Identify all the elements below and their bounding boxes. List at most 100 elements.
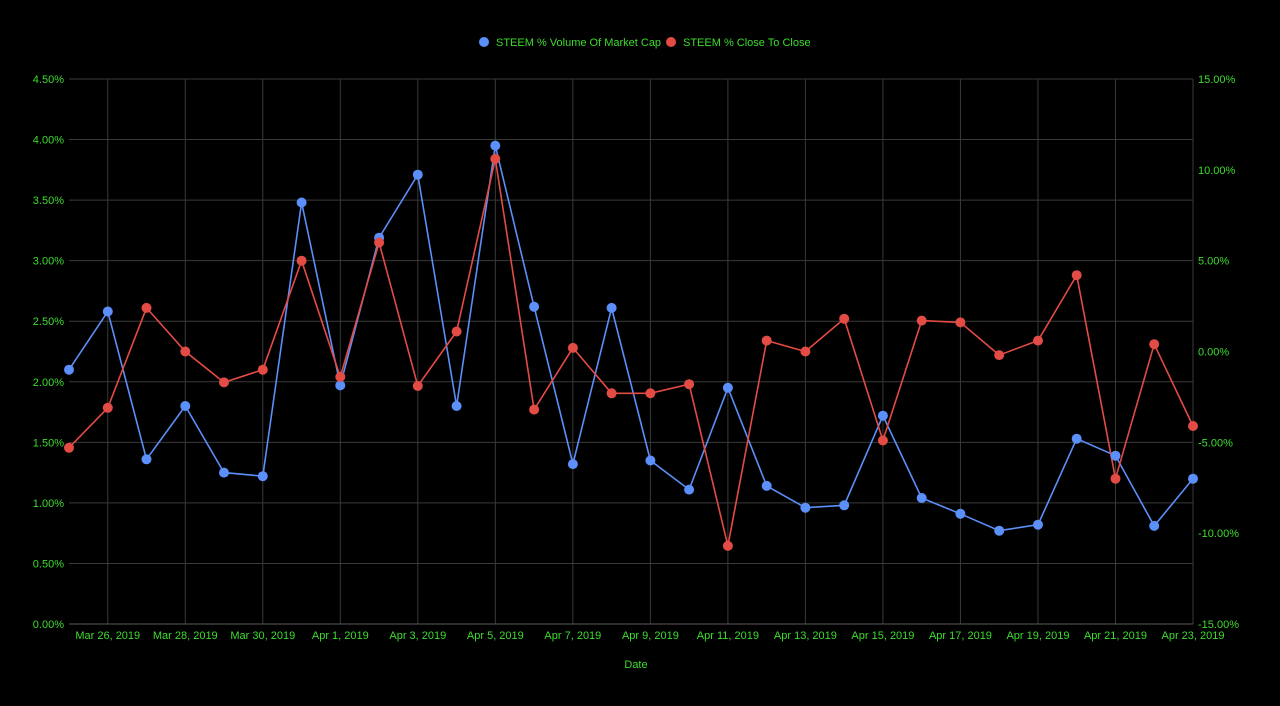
x-axis-title: Date — [624, 659, 647, 671]
data-point-volume[interactable] — [257, 471, 268, 482]
series-lines — [68, 145, 1194, 547]
data-point-close[interactable] — [1071, 270, 1082, 281]
data-point-close[interactable] — [800, 346, 811, 357]
data-point-close[interactable] — [877, 435, 888, 446]
x-tick-label: Apr 19, 2019 — [1006, 630, 1069, 642]
data-point-volume[interactable] — [645, 455, 656, 466]
data-point-volume[interactable] — [722, 382, 733, 393]
y-right-tick-label: -15.00% — [1198, 619, 1239, 631]
legend-label-volume: STEEM % Volume Of Market Cap — [496, 37, 661, 49]
y-right-tick-label: 5.00% — [1198, 256, 1229, 268]
data-point-close[interactable] — [490, 153, 501, 164]
legend-marker-volume — [479, 37, 489, 47]
data-point-volume[interactable] — [180, 401, 191, 411]
data-point-close[interactable] — [1149, 339, 1160, 350]
data-point-close[interactable] — [606, 388, 617, 399]
data-point-close[interactable] — [219, 377, 229, 388]
data-point-close[interactable] — [180, 346, 191, 357]
data-point-volume[interactable] — [412, 169, 423, 180]
data-point-close[interactable] — [994, 350, 1005, 361]
data-point-volume[interactable] — [64, 364, 74, 375]
data-point-volume[interactable] — [296, 197, 307, 208]
y-left-tick-label: 3.00% — [33, 256, 64, 268]
x-tick-label: Mar 28, 2019 — [153, 630, 218, 642]
data-point-close[interactable] — [141, 302, 152, 313]
data-point-volume[interactable] — [219, 467, 229, 478]
data-point-volume[interactable] — [916, 493, 927, 503]
data-point-close[interactable] — [684, 379, 695, 390]
data-point-close[interactable] — [374, 237, 385, 248]
data-point-volume[interactable] — [102, 306, 113, 317]
data-point-volume[interactable] — [451, 401, 462, 411]
y-left-tick-label: 1.00% — [33, 498, 64, 510]
data-point-close[interactable] — [296, 255, 307, 266]
series-points — [64, 140, 1198, 551]
data-point-volume[interactable] — [529, 301, 540, 312]
y-left-tick-label: 2.00% — [33, 377, 64, 389]
grid — [69, 78, 1194, 625]
axes: 0.00% 0.50% 1.00% 1.50% 2.00% 2.50% 3.00% 3.50%… — [33, 74, 1239, 642]
data-point-volume[interactable] — [1110, 450, 1121, 461]
data-point-close[interactable] — [1188, 421, 1198, 431]
data-point-volume[interactable] — [877, 410, 888, 421]
data-point-volume[interactable] — [761, 480, 772, 491]
data-point-volume[interactable] — [684, 484, 695, 495]
y-left-tick-label: 3.50% — [33, 195, 64, 207]
x-tick-label: Apr 13, 2019 — [774, 630, 837, 642]
data-point-close[interactable] — [412, 381, 423, 391]
series-line-volume — [68, 145, 1194, 532]
x-tick-label: Apr 23, 2019 — [1162, 630, 1225, 642]
data-point-volume[interactable] — [1033, 519, 1043, 530]
x-tick-label: Apr 7, 2019 — [544, 630, 601, 642]
y-left-tick-label: 1.50% — [33, 437, 64, 449]
data-point-volume[interactable] — [955, 508, 966, 519]
data-point-close[interactable] — [955, 317, 966, 328]
x-tick-label: Apr 1, 2019 — [312, 630, 369, 642]
data-point-volume[interactable] — [839, 500, 850, 511]
data-point-close[interactable] — [335, 371, 346, 382]
data-point-close[interactable] — [916, 315, 927, 326]
x-tick-label: Apr 9, 2019 — [622, 630, 679, 642]
y-left-tick-label: 4.00% — [33, 135, 64, 147]
y-left-tick-label: 0.00% — [33, 619, 64, 631]
data-point-volume[interactable] — [490, 140, 501, 151]
data-point-close[interactable] — [451, 326, 462, 337]
data-point-volume[interactable] — [1149, 520, 1160, 531]
data-point-volume[interactable] — [1071, 433, 1082, 444]
x-tick-label: Apr 17, 2019 — [929, 630, 992, 642]
y-left-tick-label: 2.50% — [33, 316, 64, 328]
data-point-close[interactable] — [567, 342, 578, 353]
x-tick-label: Apr 5, 2019 — [467, 630, 524, 642]
x-tick-label: Apr 15, 2019 — [851, 630, 914, 642]
data-point-close[interactable] — [722, 540, 733, 551]
y-right-tick-label: 10.00% — [1198, 165, 1236, 177]
legend: STEEM % Volume Of Market Cap STEEM % Clo… — [479, 37, 811, 49]
y-right-tick-label: 15.00% — [1198, 74, 1236, 86]
data-point-volume[interactable] — [335, 380, 346, 391]
legend-item-volume[interactable]: STEEM % Volume Of Market Cap — [479, 37, 661, 49]
x-tick-label: Apr 21, 2019 — [1084, 630, 1147, 642]
data-point-volume[interactable] — [567, 459, 578, 470]
data-point-close[interactable] — [529, 404, 540, 415]
legend-item-close[interactable]: STEEM % Close To Close — [666, 37, 811, 49]
data-point-close[interactable] — [64, 442, 74, 453]
data-point-close[interactable] — [839, 313, 850, 324]
data-point-close[interactable] — [1110, 473, 1121, 484]
data-point-volume[interactable] — [994, 525, 1005, 536]
y-left-tick-label: 4.50% — [33, 74, 64, 86]
data-point-close[interactable] — [257, 364, 268, 375]
data-point-volume[interactable] — [1188, 473, 1198, 484]
data-point-close[interactable] — [102, 402, 113, 413]
data-point-volume[interactable] — [141, 454, 152, 465]
data-point-close[interactable] — [761, 335, 772, 346]
legend-marker-close — [666, 37, 676, 47]
x-tick-label: Mar 30, 2019 — [230, 630, 295, 642]
data-point-volume[interactable] — [800, 502, 811, 513]
legend-label-close: STEEM % Close To Close — [683, 37, 811, 49]
data-point-close[interactable] — [645, 388, 656, 399]
y-right-tick-label: -5.00% — [1198, 437, 1233, 449]
data-point-close[interactable] — [1033, 335, 1043, 346]
data-point-volume[interactable] — [606, 302, 617, 313]
x-tick-label: Apr 3, 2019 — [389, 630, 446, 642]
